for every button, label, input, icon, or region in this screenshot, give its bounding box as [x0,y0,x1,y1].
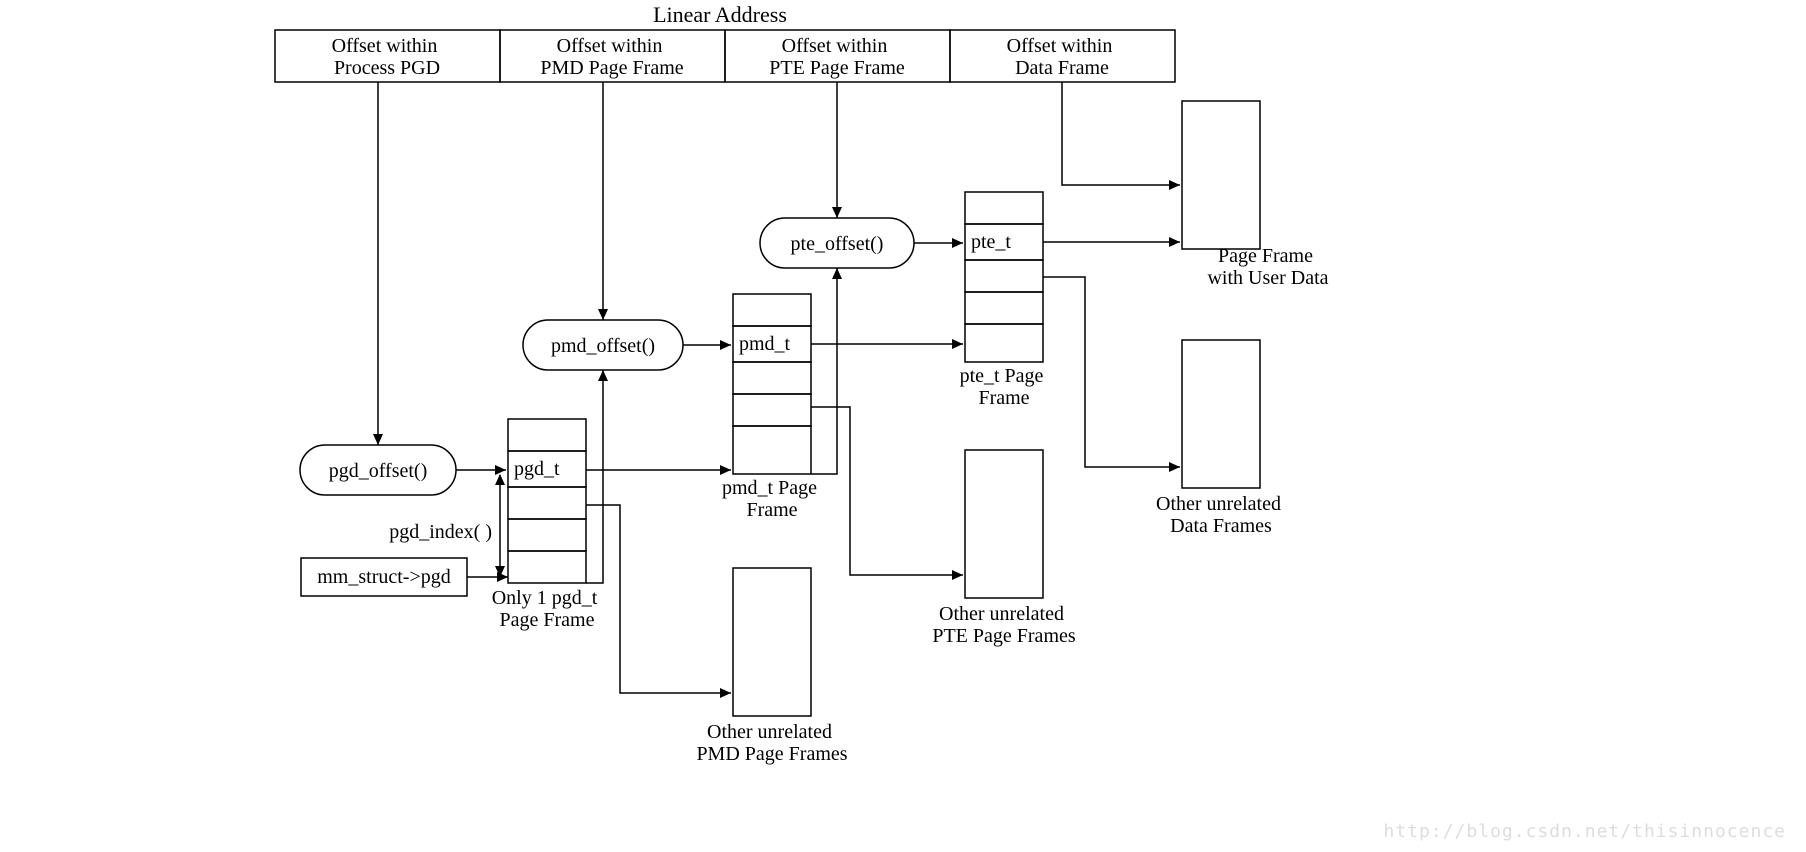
header-cell-0-l2: Process PGD [334,57,440,79]
pmd-frame-caption: pmd_t Page Frame [722,477,822,521]
title-text: Linear Address [653,2,787,27]
edge-pgdt-pmdoffset [586,370,603,583]
diagram-root: Linear Address Offset within Process PGD… [275,2,1329,765]
other-pte-caption-l1: Other unrelated [939,603,1064,625]
edge-pmdt-pteoffset [811,268,837,474]
header-cell-2: Offset within PTE Page Frame [769,35,905,79]
header-cell-3-l1: Offset within [1007,35,1113,57]
edge-header-data [1062,82,1180,185]
pgd-offset-label: pgd_offset() [329,460,428,482]
pmd-frame-caption-l1: pmd_t Page [722,477,817,499]
pgd-frame-caption: Only 1 pgd_t Page Frame [492,587,603,631]
pgd-entry-label: pgd_t [514,458,560,480]
other-pmd-frame: Other unrelated PMD Page Frames [696,568,847,765]
header-cell-2-l2: PTE Page Frame [769,57,905,79]
other-pte-caption-l2: PTE Page Frames [932,625,1076,647]
pgd-offset-node: pgd_offset() [300,445,456,495]
other-data-caption-l1: Other unrelated [1156,493,1281,515]
other-pte-caption: Other unrelated PTE Page Frames [932,603,1076,647]
other-pmd-caption-l2: PMD Page Frames [696,743,847,765]
edge-pmdt-otherpte [811,407,963,575]
header-cell-0: Offset within Process PGD [332,35,443,79]
other-data-frame: Other unrelated Data Frames [1156,340,1286,537]
mm-struct-box: mm_struct->pgd [301,558,467,596]
data-frame-caption-l2: with User Data [1207,267,1328,289]
pmd-offset-node: pmd_offset() [523,320,683,370]
pgd-frame-caption-l2: Page Frame [500,609,595,631]
header-cell-0-l1: Offset within [332,35,438,57]
other-pte-frame: Other unrelated PTE Page Frames [932,450,1076,647]
other-pmd-caption-l1: Other unrelated [707,721,832,743]
pte-entry-label: pte_t [971,231,1011,253]
data-frame-caption: Page Frame with User Data [1207,245,1328,289]
header-cell-1-l1: Offset within [557,35,663,57]
other-data-caption-l2: Data Frames [1170,515,1272,537]
other-data-caption: Other unrelated Data Frames [1156,493,1286,537]
pgd-frame: pgd_t Only 1 pgd_t Page Frame [492,419,603,631]
header-cell-1-l2: PMD Page Frame [540,57,683,79]
pte-frame-caption: pte_t Page Frame [960,365,1049,409]
linear-address-header: Offset within Process PGD Offset within … [275,30,1175,82]
pgd-index-label: pgd_index( ) [389,521,492,543]
pmd-entry-label: pmd_t [739,333,791,355]
other-pmd-caption: Other unrelated PMD Page Frames [696,721,847,765]
data-frame-caption-l1: Page Frame [1218,245,1313,267]
header-cell-2-l1: Offset within [782,35,888,57]
header-cell-1: Offset within PMD Page Frame [540,35,683,79]
edge-pgdt-otherpmd [586,505,731,693]
header-cell-3-l2: Data Frame [1015,57,1109,79]
pte-frame-caption-l2: Frame [978,387,1029,409]
mm-struct-label: mm_struct->pgd [317,566,451,588]
edge-ptet-otherdata [1043,277,1180,467]
pgd-frame-caption-l1: Only 1 pgd_t [492,587,598,609]
data-frame: Page Frame with User Data [1182,101,1329,289]
watermark-text: http://blog.csdn.net/thisinnocence [1384,821,1786,842]
pmd-frame-caption-l2: Frame [746,499,797,521]
pte-frame: pte_t pte_t Page Frame [960,192,1049,409]
pmd-offset-label: pmd_offset() [551,335,655,357]
pmd-frame: pmd_t pmd_t Page Frame [722,294,822,521]
pte-offset-node: pte_offset() [760,218,914,268]
pte-frame-caption-l1: pte_t Page [960,365,1044,387]
header-cell-3: Offset within Data Frame [1007,35,1118,79]
pte-offset-label: pte_offset() [791,233,884,255]
